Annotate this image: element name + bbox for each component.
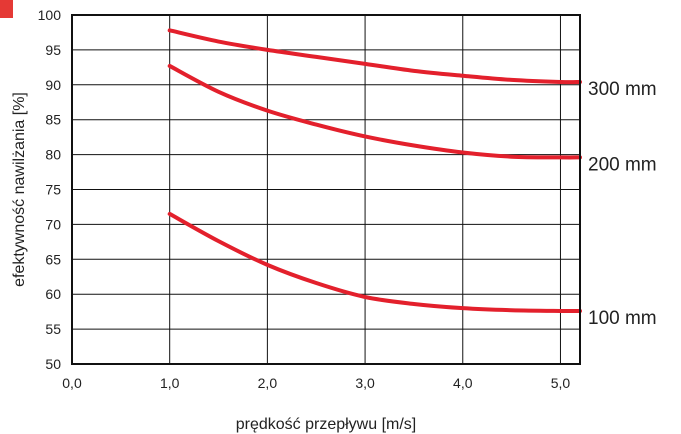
y-tick-label: 95 (45, 42, 61, 58)
series-labels: 300 mm 200 mm 100 mm (588, 79, 657, 329)
series-line (167, 63, 582, 160)
series-label: 300 mm (588, 79, 657, 100)
x-tick-label: 1,0 (160, 375, 180, 391)
x-tick-label: 2,0 (258, 375, 278, 391)
series-group (167, 28, 582, 314)
y-tick-label: 65 (45, 251, 61, 267)
plot-frame (71, 14, 581, 365)
series-label: 100 mm (588, 308, 657, 329)
x-tick-label: 3,0 (355, 375, 375, 391)
y-tick-label: 70 (45, 216, 61, 232)
y-tick-label: 100 (38, 7, 62, 23)
y-axis-title: efektywność nawilżania [%] (11, 92, 28, 287)
y-tick-label: 50 (45, 356, 61, 372)
x-axis-title: prędkość przepływu [m/s] (236, 416, 417, 433)
y-tick-label: 85 (45, 112, 61, 128)
tick-labels: 0,0 1,0 2,0 3,0 4,0 5,0 50 55 60 65 70 75 80 85 90 95 10… (38, 7, 571, 391)
y-tick-label: 90 (45, 77, 61, 93)
series-line (167, 211, 582, 314)
y-tick-label: 75 (45, 182, 61, 198)
y-tick-label: 55 (45, 321, 61, 337)
corner-mark (0, 0, 13, 18)
x-tick-label: 0,0 (62, 375, 82, 391)
y-tick-label: 60 (45, 286, 61, 302)
series-label: 200 mm (588, 154, 657, 175)
y-tick-label: 80 (45, 147, 61, 163)
x-tick-label: 4,0 (453, 375, 473, 391)
series-line (167, 28, 582, 85)
x-tick-label: 5,0 (551, 375, 571, 391)
